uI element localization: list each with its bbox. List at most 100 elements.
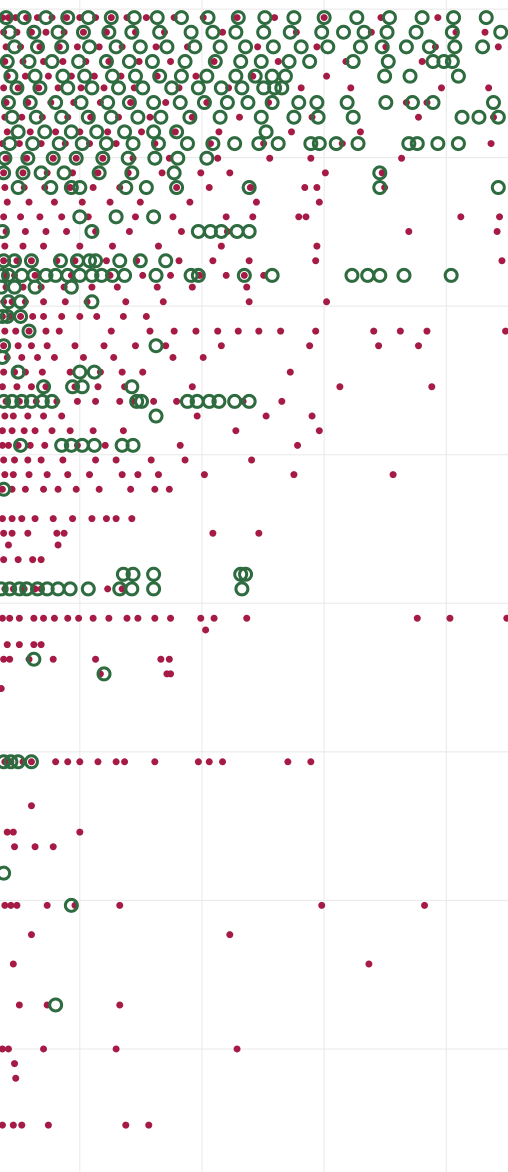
data-point-filled: [7, 901, 15, 909]
data-point-filled: [127, 485, 135, 493]
data-point-filled: [100, 84, 108, 92]
data-point-ring: [74, 136, 90, 152]
data-point-filled: [266, 154, 274, 162]
data-point-filled: [63, 14, 71, 22]
data-point-filled: [27, 383, 35, 391]
data-point-filled: [8, 515, 16, 523]
data-point-filled: [131, 342, 139, 350]
data-point-filled: [233, 14, 241, 22]
data-point-filled: [0, 427, 6, 435]
data-point-ring: [401, 136, 417, 152]
data-point-ring: [7, 279, 23, 295]
data-point-filled: [27, 802, 35, 810]
data-point-filled: [405, 227, 413, 235]
data-point-filled: [210, 58, 218, 66]
data-point-filled: [12, 327, 20, 335]
data-point-ring: [135, 80, 151, 96]
data-point-filled: [49, 515, 57, 523]
data-point-ring: [177, 54, 193, 70]
data-point-ring: [130, 109, 146, 125]
data-point-filled: [169, 213, 177, 221]
data-point-filled: [128, 515, 136, 523]
data-point-ring: [227, 136, 243, 152]
data-point-filled: [20, 427, 28, 435]
data-point-filled: [21, 227, 29, 235]
data-point-filled: [176, 441, 184, 449]
data-point-filled: [21, 72, 29, 80]
data-point-filled: [284, 758, 292, 766]
data-point-filled: [294, 441, 302, 449]
data-point-filled: [53, 529, 61, 537]
data-point-filled: [233, 1045, 241, 1053]
data-point-filled: [418, 58, 426, 66]
data-point-ring: [48, 997, 64, 1013]
data-point-filled: [321, 169, 329, 177]
data-point-filled: [234, 327, 242, 335]
data-point-filled: [271, 14, 279, 22]
data-point-filled: [252, 198, 260, 206]
data-point-ring: [89, 124, 105, 140]
data-point-ring: [103, 109, 119, 125]
data-point-ring: [0, 150, 13, 166]
data-point-filled: [248, 456, 256, 464]
data-point-filled: [50, 198, 58, 206]
data-point-ring: [450, 68, 466, 84]
data-point-filled: [0, 556, 8, 564]
data-point-filled: [25, 198, 33, 206]
data-point-filled: [0, 383, 6, 391]
data-point-filled: [162, 99, 170, 107]
data-point-filled: [493, 227, 501, 235]
data-point-ring: [378, 95, 394, 111]
data-point-ring: [444, 24, 460, 40]
data-point-ring: [152, 68, 168, 84]
data-point-ring: [314, 24, 330, 40]
data-point-filled: [95, 43, 103, 51]
data-point-filled: [0, 1121, 6, 1129]
data-point-ring: [444, 54, 460, 70]
data-point-ring: [86, 364, 102, 380]
data-point-filled: [25, 327, 33, 335]
data-point-filled: [181, 456, 189, 464]
data-point-filled: [94, 758, 102, 766]
data-point-ring: [50, 24, 66, 40]
data-point-ring: [33, 165, 49, 181]
data-point-ring: [80, 581, 96, 597]
data-point-filled: [312, 257, 320, 265]
data-point-filled: [302, 213, 310, 221]
data-point-filled: [27, 257, 35, 265]
data-point-ring: [310, 109, 326, 125]
data-point-filled: [59, 456, 67, 464]
data-point-ring: [264, 95, 280, 111]
data-point-filled: [457, 213, 465, 221]
data-point-ring: [72, 180, 88, 196]
data-point-ring: [26, 651, 42, 667]
data-point-ring: [37, 124, 53, 140]
data-point-ring: [68, 150, 84, 166]
data-point-ring: [36, 379, 52, 395]
data-point-ring: [150, 136, 166, 152]
data-point-ring: [213, 223, 229, 239]
data-point-ring: [121, 54, 137, 70]
data-point-ring: [446, 10, 462, 26]
data-point-ring: [124, 581, 140, 597]
data-point-ring: [73, 95, 89, 111]
data-point-ring: [270, 136, 286, 152]
data-point-ring: [228, 24, 244, 40]
data-point-filled: [19, 169, 27, 177]
data-point-filled: [123, 614, 131, 622]
data-point-ring: [11, 581, 27, 597]
data-point-filled: [6, 655, 14, 663]
data-point-ring: [22, 95, 38, 111]
data-point-ring: [0, 581, 9, 597]
data-point-ring: [207, 54, 223, 70]
data-point-filled: [0, 515, 6, 523]
data-point-filled: [4, 1045, 12, 1053]
data-point-filled: [107, 327, 115, 335]
data-point-filled: [167, 271, 175, 279]
data-point-ring: [148, 338, 164, 354]
data-point-filled: [245, 298, 253, 306]
data-point-ring: [159, 39, 175, 55]
data-point-ring: [149, 10, 165, 26]
data-point-filled: [136, 198, 144, 206]
data-point-filled: [40, 1045, 48, 1053]
